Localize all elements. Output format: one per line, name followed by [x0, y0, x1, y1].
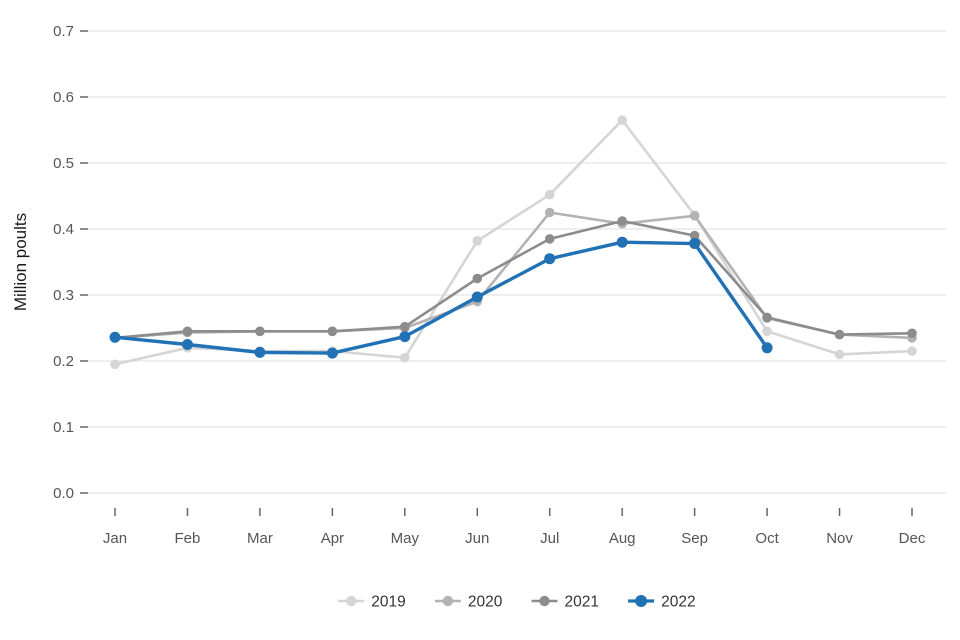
x-tick-label: May: [391, 530, 420, 547]
legend-label-2021: 2021: [565, 594, 599, 611]
y-tick-label: 0.2: [53, 353, 74, 370]
series-point-2022: [471, 291, 483, 303]
series-point-2020: [689, 211, 700, 221]
series-point-2022: [254, 346, 266, 358]
y-tick-label: 0.0: [53, 485, 74, 502]
series-point-2021: [689, 230, 700, 241]
y-tick-label: 0.5: [53, 155, 74, 172]
series-point-2019: [400, 352, 410, 363]
x-tick-label: Aug: [609, 530, 636, 547]
series-point-2021: [544, 234, 555, 244]
series-point-2022: [761, 342, 773, 354]
legend-marker-point-2020: [442, 595, 454, 607]
series-point-2019: [907, 346, 917, 356]
series-point-2021: [834, 329, 845, 340]
series-point-2022: [689, 238, 701, 250]
series-line-2021: [113, 219, 914, 340]
legend-label-2020: 2020: [468, 594, 503, 611]
series-line-2020: [113, 211, 914, 340]
x-tick-label: Mar: [247, 530, 273, 547]
series-point-2019: [472, 236, 483, 246]
x-tick-label: Dec: [899, 530, 926, 547]
legend-label-2019: 2019: [371, 594, 405, 611]
series-point-2021: [400, 321, 410, 332]
legend-marker-point-2021: [539, 595, 550, 607]
series-point-2019: [834, 349, 845, 360]
series-point-2021: [617, 216, 627, 226]
x-tick-label: Jan: [103, 530, 127, 547]
legend-label-2022: 2022: [661, 594, 695, 611]
series-point-2022: [399, 331, 411, 343]
y-axis-title: Million poults: [11, 212, 30, 312]
series-point-2019: [617, 115, 627, 125]
series-point-2021: [762, 312, 772, 323]
y-tick-label: 0.7: [53, 23, 74, 40]
x-tick-label: Sep: [681, 530, 708, 547]
series-point-2019: [762, 326, 772, 337]
x-tick-label: Apr: [321, 530, 344, 547]
series-point-2022: [616, 236, 628, 248]
y-tick-label: 0.1: [53, 419, 74, 436]
series-point-2021: [182, 326, 193, 337]
x-tick-label: Jun: [465, 530, 489, 547]
x-tick-label: Nov: [826, 530, 853, 547]
legend-marker-point-2022: [635, 595, 648, 607]
y-tick-label: 0.4: [53, 221, 74, 238]
x-tick-label: Jul: [540, 530, 559, 547]
series-line-2022: [113, 240, 769, 355]
x-tick-label: Oct: [755, 530, 779, 547]
series-point-2019: [544, 189, 555, 200]
series-point-2021: [255, 326, 265, 337]
legend-marker-point-2019: [346, 595, 357, 607]
y-tick-label: 0.6: [53, 89, 74, 106]
series-point-2021: [907, 328, 917, 339]
series-point-2021: [472, 273, 483, 284]
series-point-2020: [544, 207, 555, 218]
series-point-2022: [544, 253, 556, 265]
series-line-2019: [113, 118, 914, 366]
series-point-2022: [109, 331, 121, 343]
series-point-2019: [110, 359, 120, 370]
y-tick-label: 0.3: [53, 287, 74, 304]
series-point-2022: [181, 339, 193, 350]
series-point-2022: [326, 347, 338, 359]
series-point-2021: [327, 326, 338, 337]
x-tick-label: Feb: [175, 530, 201, 547]
